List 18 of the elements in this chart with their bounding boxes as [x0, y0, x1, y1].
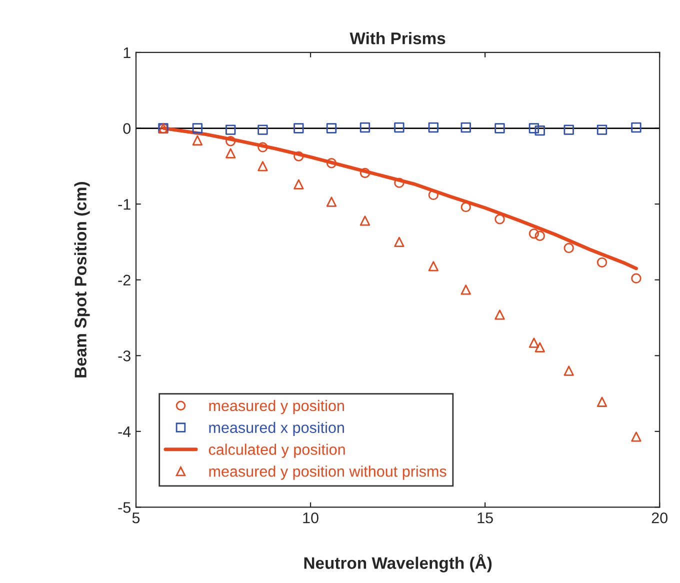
x-tick-label: 20: [652, 512, 668, 524]
legend-label: calculated y position: [208, 444, 345, 458]
chart-title: With Prisms: [350, 32, 446, 44]
legend-label: measured y position: [209, 400, 344, 414]
x-tick-label: 10: [303, 512, 318, 524]
y-tick-label: -5: [118, 502, 130, 513]
x-tick-label: 5: [132, 512, 140, 524]
y-axis-title: Beam Spot Position (cm): [74, 182, 90, 378]
x-tick-label: 15: [478, 512, 493, 524]
legend-label: measured y position without prisms: [209, 466, 446, 480]
y-tick-label: 0: [123, 123, 131, 134]
y-tick-label: -2: [118, 274, 130, 286]
legend-label: measured x position: [209, 422, 344, 436]
y-tick-label: 1: [124, 47, 130, 58]
y-tick-label: -4: [118, 426, 131, 437]
y-tick-label: -1: [118, 199, 130, 210]
x-axis-title: Neutron Wavelength (Å): [304, 554, 492, 572]
y-tick-label: -3: [118, 350, 130, 362]
